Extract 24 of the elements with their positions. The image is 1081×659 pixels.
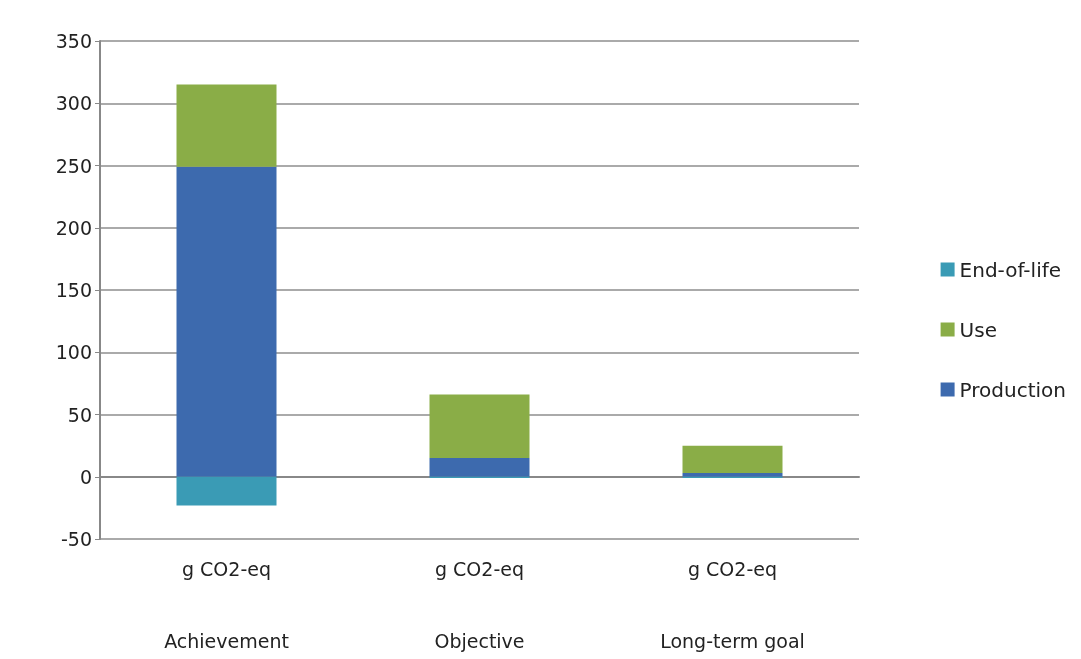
bar [429, 394, 530, 459]
y-tick-label: -50 [60, 528, 92, 550]
y-tick-label: 300 [55, 92, 92, 115]
y-tick-label: 250 [55, 154, 92, 177]
x-tick-label: Achievement [164, 630, 289, 652]
bar [176, 84, 277, 167]
text: g CO2-eq [181, 558, 272, 580]
y-tick-label: 50 [67, 403, 92, 426]
bar [429, 458, 530, 477]
bar [176, 166, 277, 477]
y-tick-label: 150 [55, 279, 92, 301]
legend-label: Use [959, 317, 997, 342]
text: g CO2-eq [687, 558, 778, 580]
text: g CO2-eq [434, 558, 525, 580]
y-tick-label: 100 [55, 341, 92, 364]
x-tick-label: Long-term goal [660, 630, 805, 652]
y-tick-label: 200 [55, 216, 92, 239]
y-tick-label: 350 [55, 30, 92, 52]
legend-label: End-of-life [959, 257, 1062, 282]
legend-label: Production [959, 377, 1066, 402]
bar [176, 476, 277, 506]
y-tick-label: 0 [79, 465, 92, 488]
x-tick-label: Objective [434, 630, 525, 652]
bar [682, 445, 783, 474]
